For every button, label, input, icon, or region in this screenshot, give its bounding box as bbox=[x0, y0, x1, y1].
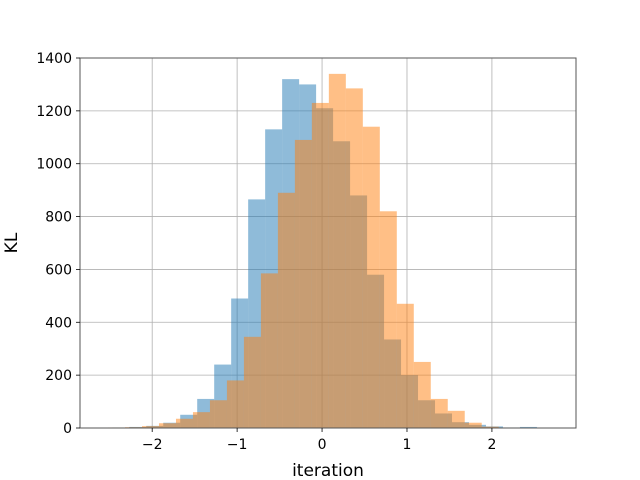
histogram-bar-series-2 bbox=[294, 139, 312, 428]
histogram-bars bbox=[108, 73, 537, 429]
histogram-bar-series-1 bbox=[519, 426, 537, 428]
histogram-bar-series-2 bbox=[362, 126, 380, 428]
y-tick-label: 400 bbox=[45, 315, 72, 331]
x-tick-label: −2 bbox=[142, 437, 163, 453]
x-tick-label: 1 bbox=[403, 437, 412, 453]
histogram-bar-series-2 bbox=[430, 398, 448, 428]
x-tick-label: 0 bbox=[318, 437, 327, 453]
histogram-bar-series-2 bbox=[260, 273, 278, 428]
x-axis-label: iteration bbox=[292, 461, 364, 480]
histogram-bar-series-2 bbox=[481, 426, 499, 428]
histogram-bar-series-2 bbox=[209, 400, 227, 428]
plot-frame bbox=[79, 57, 577, 429]
histogram-bar-series-2 bbox=[158, 423, 176, 428]
histogram-bar-series-2 bbox=[226, 380, 244, 428]
y-tick-label: 800 bbox=[45, 210, 72, 226]
histogram-bar-series-2 bbox=[142, 426, 159, 428]
histogram-bar-series-2 bbox=[379, 211, 397, 428]
y-tick-label: 200 bbox=[45, 368, 72, 384]
axis-ticks: −2 −1 0 1 2 0 200 400 600 800 1000 1200 1400 bbox=[36, 51, 496, 453]
y-tick-label: 0 bbox=[63, 421, 72, 437]
y-tick-label: 1000 bbox=[36, 157, 72, 173]
histogram-bar-series-2 bbox=[345, 88, 363, 429]
x-tick-label: 2 bbox=[487, 437, 496, 453]
histogram-bar-series-2 bbox=[396, 303, 414, 428]
y-axis-label: KL bbox=[2, 232, 22, 253]
histogram-bar-series-2 bbox=[277, 192, 295, 428]
histogram-bar-series-2 bbox=[175, 418, 193, 428]
histogram-bar-series-2 bbox=[464, 422, 482, 428]
x-tick-label: −1 bbox=[227, 437, 248, 453]
histogram-bar-series-2 bbox=[311, 102, 329, 428]
histogram-bar-series-2 bbox=[243, 336, 261, 428]
y-tick-label: 600 bbox=[45, 262, 72, 278]
y-tick-label: 1400 bbox=[36, 51, 72, 67]
histogram-bar-series-2 bbox=[328, 73, 346, 428]
y-tick-label: 1200 bbox=[36, 104, 72, 120]
histogram-bar-series-2 bbox=[447, 410, 465, 428]
histogram-bar-series-2 bbox=[192, 412, 210, 428]
histogram-bar-series-2 bbox=[413, 361, 431, 428]
